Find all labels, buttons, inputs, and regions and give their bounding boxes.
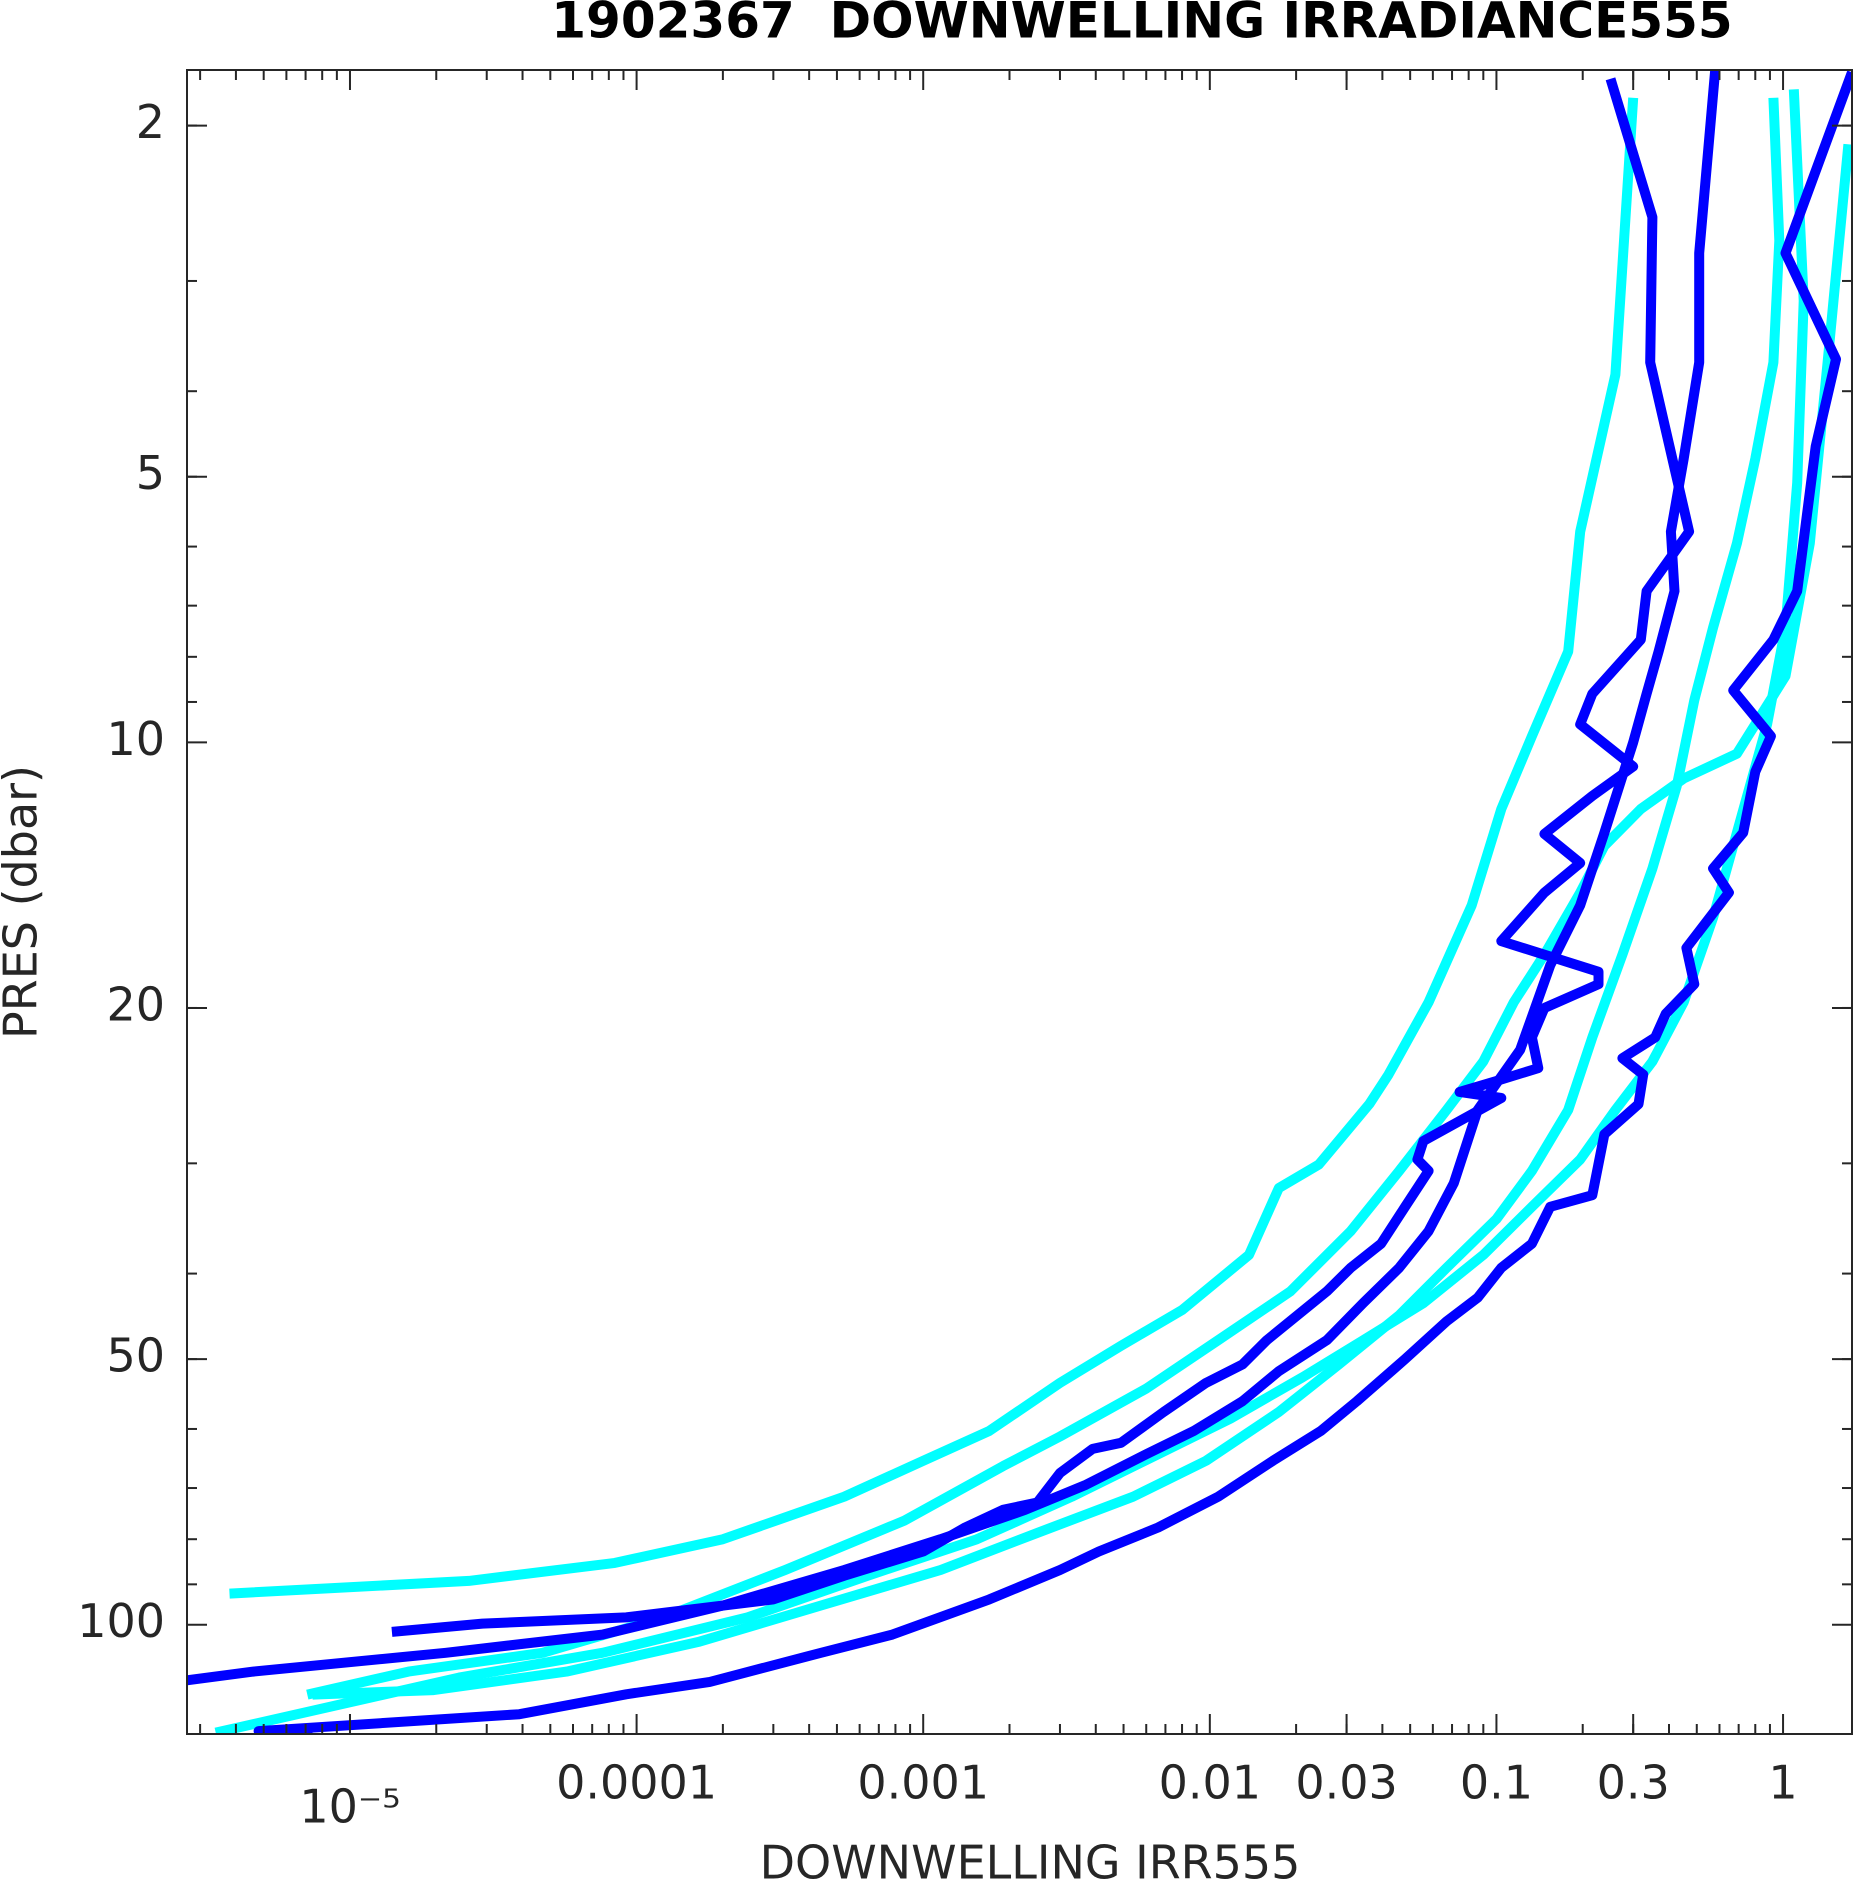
x-tick-label: 0.3	[1597, 1756, 1670, 1810]
profile-line	[312, 97, 1785, 1700]
y-tick-label: 50	[106, 1329, 165, 1383]
x-tick-label: 0.001	[857, 1756, 989, 1810]
axes-box	[186, 69, 1853, 1735]
x-tick-label: 1	[1768, 1756, 1797, 1810]
x-tick-label: 0.01	[1159, 1756, 1261, 1810]
plot-area	[187, 70, 1852, 1734]
x-tick-label: 0.0001	[556, 1756, 717, 1810]
y-tick-label: 5	[136, 446, 165, 500]
x-tick-label: 0.03	[1295, 1756, 1397, 1810]
x-tick-label: 10⁻⁵	[299, 1780, 400, 1834]
chart-title: 1902367 DOWNWELLING IRRADIANCE555	[551, 0, 1732, 50]
y-axis-label: PRES (dbar)	[0, 765, 48, 1039]
y-tick-label: 10	[106, 712, 165, 766]
x-tick-label: 0.1	[1460, 1756, 1533, 1810]
profile-line	[391, 77, 1695, 1637]
profile-line	[229, 97, 1639, 1599]
profile-line	[187, 70, 1721, 1686]
y-tick-label: 100	[77, 1594, 165, 1648]
profile-line	[253, 70, 1852, 1734]
y-tick-label: 2	[136, 95, 165, 149]
x-axis-label: DOWNWELLING IRR555	[760, 1836, 1301, 1890]
y-tick-label: 20	[106, 977, 165, 1031]
